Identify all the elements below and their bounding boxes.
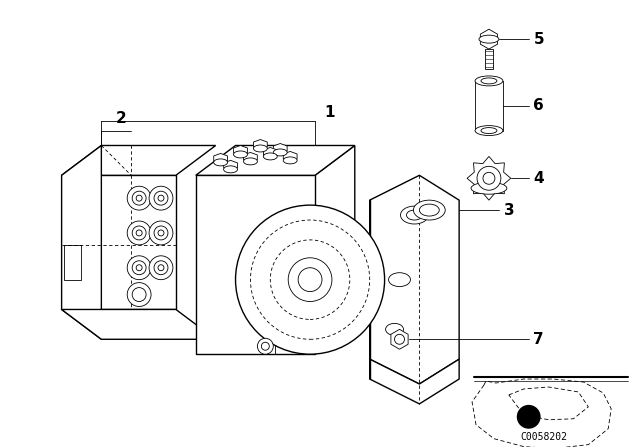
Polygon shape — [391, 329, 408, 349]
Polygon shape — [284, 151, 297, 161]
Polygon shape — [196, 175, 315, 354]
Circle shape — [158, 230, 164, 236]
Ellipse shape — [481, 128, 497, 134]
Ellipse shape — [406, 210, 422, 220]
Ellipse shape — [481, 78, 497, 84]
Text: 2: 2 — [116, 111, 127, 126]
Ellipse shape — [385, 323, 403, 335]
Polygon shape — [61, 146, 101, 339]
Ellipse shape — [388, 273, 410, 287]
Polygon shape — [485, 49, 493, 69]
Circle shape — [136, 230, 142, 236]
Circle shape — [136, 195, 142, 201]
Polygon shape — [264, 147, 277, 157]
Circle shape — [136, 265, 142, 271]
Circle shape — [158, 265, 164, 271]
Circle shape — [132, 261, 146, 275]
Polygon shape — [214, 154, 227, 164]
Ellipse shape — [263, 153, 277, 160]
Ellipse shape — [413, 200, 445, 220]
Circle shape — [516, 405, 541, 429]
Circle shape — [127, 186, 151, 210]
Polygon shape — [61, 146, 216, 175]
Ellipse shape — [401, 206, 428, 224]
Circle shape — [483, 172, 495, 184]
Polygon shape — [253, 139, 268, 150]
Polygon shape — [315, 146, 355, 354]
Polygon shape — [481, 29, 497, 49]
Text: 6: 6 — [265, 339, 272, 349]
Circle shape — [149, 186, 173, 210]
Circle shape — [158, 195, 164, 201]
Ellipse shape — [273, 149, 287, 156]
Circle shape — [236, 205, 385, 354]
Circle shape — [127, 256, 151, 280]
Circle shape — [298, 268, 322, 292]
Circle shape — [149, 256, 173, 280]
Ellipse shape — [475, 76, 503, 86]
Ellipse shape — [253, 145, 268, 152]
Text: 6: 6 — [533, 98, 544, 113]
Ellipse shape — [214, 159, 228, 166]
Polygon shape — [63, 245, 81, 280]
Circle shape — [288, 258, 332, 302]
Circle shape — [132, 191, 146, 205]
Circle shape — [127, 283, 151, 306]
Circle shape — [132, 226, 146, 240]
Ellipse shape — [479, 35, 499, 43]
Circle shape — [149, 221, 173, 245]
Ellipse shape — [284, 157, 297, 164]
Circle shape — [154, 191, 168, 205]
Ellipse shape — [471, 182, 507, 194]
Polygon shape — [234, 146, 248, 155]
Circle shape — [261, 342, 269, 350]
Polygon shape — [370, 175, 459, 384]
Circle shape — [127, 221, 151, 245]
Text: C0058202: C0058202 — [520, 432, 567, 442]
Ellipse shape — [419, 204, 439, 216]
Ellipse shape — [234, 151, 248, 158]
Text: 1: 1 — [324, 105, 335, 120]
Text: 3: 3 — [504, 202, 514, 218]
Polygon shape — [61, 310, 216, 339]
Polygon shape — [370, 359, 459, 404]
Ellipse shape — [475, 125, 503, 136]
Circle shape — [132, 288, 146, 302]
Ellipse shape — [243, 158, 257, 165]
Text: 7: 7 — [533, 332, 544, 347]
Circle shape — [257, 338, 273, 354]
Text: 5: 5 — [533, 32, 544, 47]
Polygon shape — [244, 152, 257, 162]
Polygon shape — [61, 175, 176, 310]
Circle shape — [477, 166, 501, 190]
Polygon shape — [223, 160, 237, 170]
Circle shape — [394, 334, 404, 344]
Polygon shape — [475, 81, 503, 130]
Ellipse shape — [223, 166, 237, 173]
Circle shape — [154, 261, 168, 275]
Polygon shape — [467, 156, 511, 200]
Text: 4: 4 — [533, 171, 544, 186]
Polygon shape — [196, 146, 355, 175]
Circle shape — [154, 226, 168, 240]
Polygon shape — [273, 143, 287, 154]
